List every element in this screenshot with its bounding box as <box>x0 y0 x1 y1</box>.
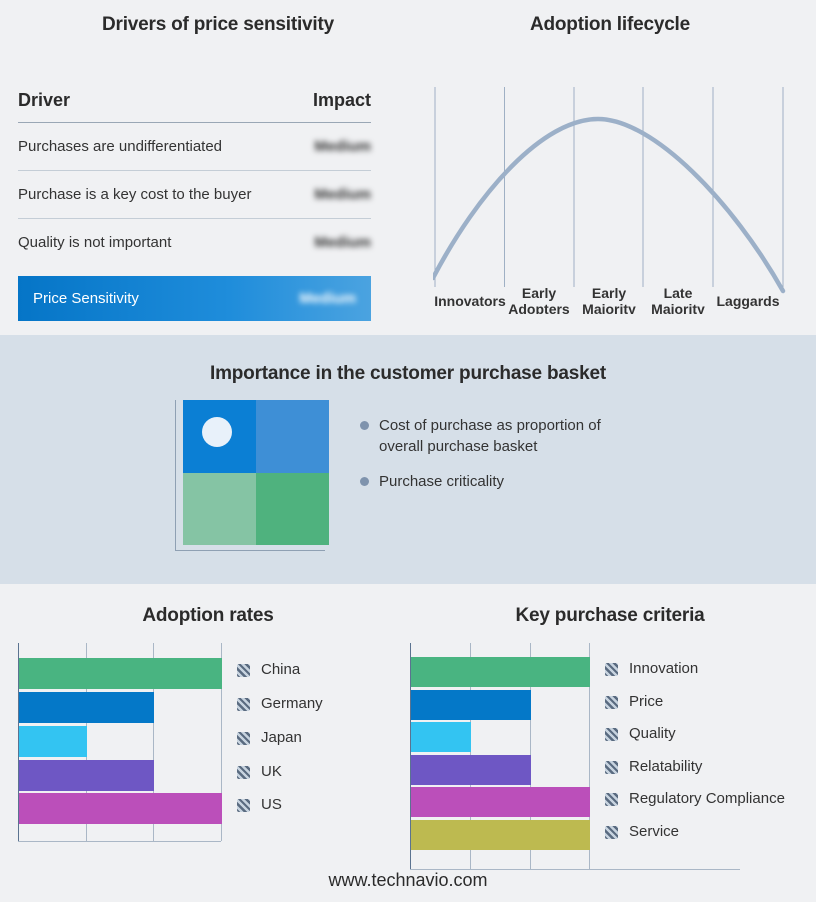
svg-text:Majority: Majority <box>582 301 636 314</box>
svg-text:Innovators: Innovators <box>434 293 506 309</box>
svg-text:Laggards: Laggards <box>716 293 779 309</box>
svg-text:Majority: Majority <box>651 301 705 314</box>
svg-text:Late: Late <box>664 285 693 301</box>
svg-text:Early: Early <box>592 285 626 301</box>
svg-text:Adopters: Adopters <box>508 301 570 314</box>
svg-text:Early: Early <box>522 285 556 301</box>
